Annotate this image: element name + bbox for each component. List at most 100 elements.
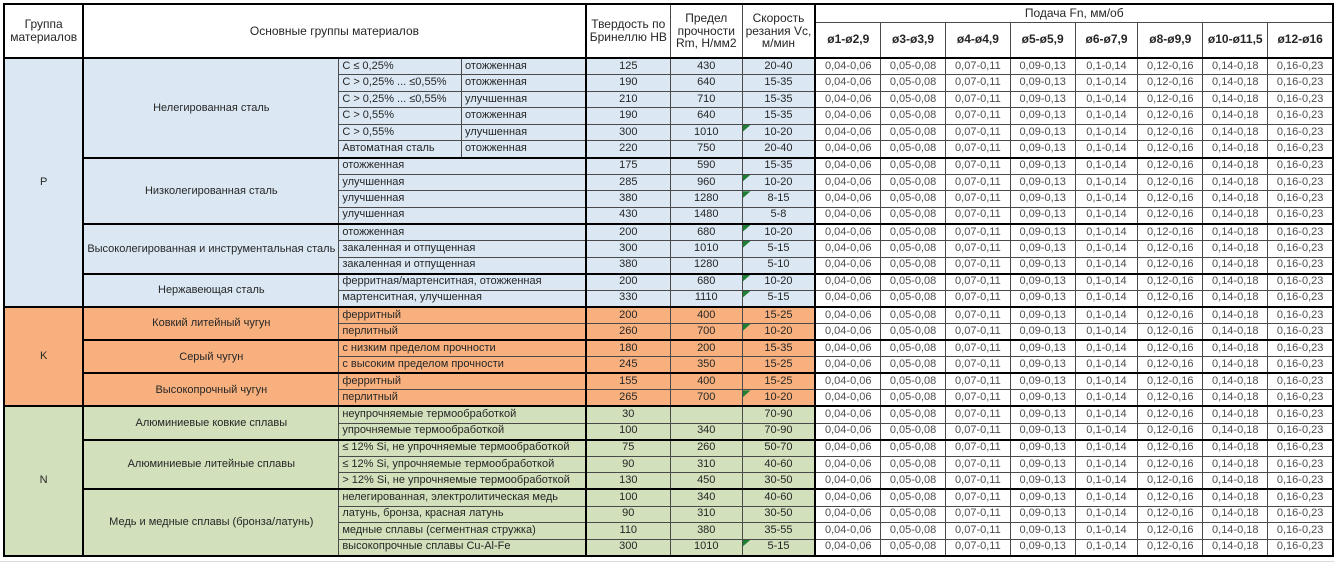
cell-feed[interactable]: 0,04-0,06 [814, 256, 882, 275]
cell-group-name[interactable]: Алюминиевые ковкие сплавы [82, 405, 340, 441]
cell-tensile[interactable]: 430 [669, 57, 743, 76]
cell-feed[interactable]: 0,14-0,18 [1202, 156, 1269, 175]
cell-speed[interactable]: 10-20 [741, 323, 816, 341]
cell-feed[interactable]: 0,1-0,14 [1074, 272, 1139, 291]
cell-feed[interactable]: 0,14-0,18 [1202, 90, 1269, 109]
cell-speed[interactable]: 10-20 [741, 123, 816, 142]
cell-condition[interactable]: ≤ 12% Si, упрочняемые термообработкой [338, 455, 587, 474]
cell-speed[interactable]: 8-15 [741, 190, 816, 208]
cell-feed[interactable]: 0,1-0,14 [1074, 156, 1139, 175]
cell-hardness[interactable]: 155 [584, 372, 671, 391]
cell-feed[interactable]: 0,05-0,08 [880, 422, 947, 441]
cell-tensile[interactable]: 710 [669, 90, 743, 109]
cell-feed[interactable]: 0,16-0,23 [1267, 74, 1334, 92]
cell-feed[interactable]: 0,14-0,18 [1202, 190, 1269, 208]
cell-tensile[interactable]: 200 [669, 339, 743, 358]
cell-speed[interactable]: 5-15 [741, 289, 816, 308]
header-brinell-hardness[interactable]: Твердость по Бринеллю HB [584, 3, 671, 59]
cell-feed[interactable]: 0,05-0,08 [880, 405, 947, 424]
header-cutting-speed[interactable]: Скорость резания Vc, м/мин [741, 3, 816, 59]
cell-speed[interactable]: 30-50 [741, 472, 816, 490]
cell-feed[interactable]: 0,12-0,16 [1137, 156, 1204, 175]
cell-speed[interactable]: 15-35 [741, 156, 816, 175]
cell-feed[interactable]: 0,07-0,11 [945, 173, 1011, 192]
cell-feed[interactable]: 0,1-0,14 [1074, 107, 1139, 125]
cell-tensile[interactable]: 1110 [669, 289, 743, 308]
cell-feed[interactable]: 0,09-0,13 [1009, 107, 1076, 125]
cell-feed[interactable]: 0,14-0,18 [1202, 323, 1269, 341]
cell-speed[interactable]: 5-10 [741, 256, 816, 275]
cell-tensile[interactable]: 700 [669, 323, 743, 341]
cell-feed[interactable]: 0,05-0,08 [880, 372, 947, 391]
cell-feed[interactable]: 0,09-0,13 [1009, 339, 1076, 358]
cell-speed[interactable]: 35-55 [741, 522, 816, 540]
cell-feed[interactable]: 0,12-0,16 [1137, 74, 1204, 92]
cell-feed[interactable]: 0,12-0,16 [1137, 256, 1204, 275]
cell-speed[interactable]: 5-15 [741, 538, 816, 557]
cell-feed[interactable]: 0,04-0,06 [814, 472, 882, 490]
cell-feed[interactable]: 0,1-0,14 [1074, 472, 1139, 490]
cell-feed[interactable]: 0,04-0,06 [814, 156, 882, 175]
cell-feed[interactable]: 0,04-0,06 [814, 488, 882, 507]
cell-feed[interactable]: 0,07-0,11 [945, 372, 1011, 391]
cell-condition[interactable]: отожженная [338, 222, 587, 242]
cell-feed[interactable]: 0,07-0,11 [945, 505, 1011, 524]
cell-tensile[interactable]: 350 [669, 356, 743, 374]
cell-group-name[interactable]: Нелегированная сталь [82, 57, 340, 159]
cell-feed[interactable]: 0,04-0,06 [814, 455, 882, 474]
cell-feed[interactable]: 0,04-0,06 [814, 289, 882, 308]
cell-feed[interactable]: 0,07-0,11 [945, 74, 1011, 92]
cell-hardness[interactable]: 110 [584, 522, 671, 540]
cell-subgroup[interactable]: C > 0,25% ... ≤0,55% [338, 90, 463, 109]
cell-feed[interactable]: 0,1-0,14 [1074, 74, 1139, 92]
cell-feed[interactable]: 0,16-0,23 [1267, 339, 1334, 358]
cell-feed[interactable]: 0,16-0,23 [1267, 140, 1334, 159]
cell-tensile[interactable]: 750 [669, 140, 743, 159]
cell-feed[interactable]: 0,16-0,23 [1267, 405, 1334, 424]
cell-hardness[interactable]: 430 [584, 206, 671, 225]
cell-section-letter[interactable]: N [3, 405, 85, 557]
cell-feed[interactable]: 0,09-0,13 [1009, 140, 1076, 159]
cell-condition[interactable]: улучшенная [461, 123, 587, 142]
cell-feed[interactable]: 0,09-0,13 [1009, 538, 1076, 557]
cell-feed[interactable]: 0,1-0,14 [1074, 339, 1139, 358]
cell-feed[interactable]: 0,09-0,13 [1009, 323, 1076, 341]
cell-tensile[interactable]: 680 [669, 272, 743, 291]
cell-feed[interactable]: 0,12-0,16 [1137, 339, 1204, 358]
cell-hardness[interactable]: 380 [584, 190, 671, 208]
cell-feed[interactable]: 0,04-0,06 [814, 522, 882, 540]
cell-feed[interactable]: 0,1-0,14 [1074, 389, 1139, 407]
cell-condition[interactable]: > 12% Si, не упрочняемые термообработкой [338, 472, 587, 490]
cell-feed[interactable]: 0,07-0,11 [945, 538, 1011, 557]
cell-feed[interactable]: 0,09-0,13 [1009, 405, 1076, 424]
cell-feed[interactable]: 0,04-0,06 [814, 389, 882, 407]
cell-feed[interactable]: 0,12-0,16 [1137, 272, 1204, 291]
cell-feed[interactable]: 0,05-0,08 [880, 107, 947, 125]
cell-speed[interactable]: 40-60 [741, 488, 816, 507]
cell-feed[interactable]: 0,09-0,13 [1009, 190, 1076, 208]
cell-feed[interactable]: 0,1-0,14 [1074, 190, 1139, 208]
cell-feed[interactable]: 0,12-0,16 [1137, 488, 1204, 507]
cell-feed[interactable]: 0,1-0,14 [1074, 289, 1139, 308]
cell-condition[interactable]: ≤ 12% Si, не упрочняемые термообработкой [338, 438, 587, 457]
cell-tensile[interactable]: 960 [669, 173, 743, 192]
cell-feed[interactable]: 0,04-0,06 [814, 405, 882, 424]
header-feed-diameter[interactable]: ø4-ø4,9 [945, 21, 1011, 59]
cell-speed[interactable]: 15-25 [741, 305, 816, 324]
cell-tensile[interactable]: 1010 [669, 538, 743, 557]
cell-speed[interactable]: 15-35 [741, 74, 816, 92]
cell-feed[interactable]: 0,14-0,18 [1202, 173, 1269, 192]
cell-tensile[interactable]: 400 [669, 305, 743, 324]
cell-condition[interactable]: закаленная и отпущенная [338, 256, 587, 275]
cell-feed[interactable]: 0,16-0,23 [1267, 472, 1334, 490]
header-tensile-strength[interactable]: Предел прочности Rm, Н/мм2 [669, 3, 743, 59]
header-feed-diameter[interactable]: ø6-ø7,9 [1074, 21, 1139, 59]
cell-feed[interactable]: 0,07-0,11 [945, 356, 1011, 374]
cell-feed[interactable]: 0,1-0,14 [1074, 222, 1139, 242]
cell-feed[interactable]: 0,16-0,23 [1267, 256, 1334, 275]
cell-feed[interactable]: 0,12-0,16 [1137, 140, 1204, 159]
cell-speed[interactable]: 20-40 [741, 57, 816, 76]
cell-condition[interactable]: медные сплавы (сегментная стружка) [338, 522, 587, 540]
cell-feed[interactable]: 0,1-0,14 [1074, 256, 1139, 275]
header-feed-diameter[interactable]: ø5-ø5,9 [1009, 21, 1076, 59]
